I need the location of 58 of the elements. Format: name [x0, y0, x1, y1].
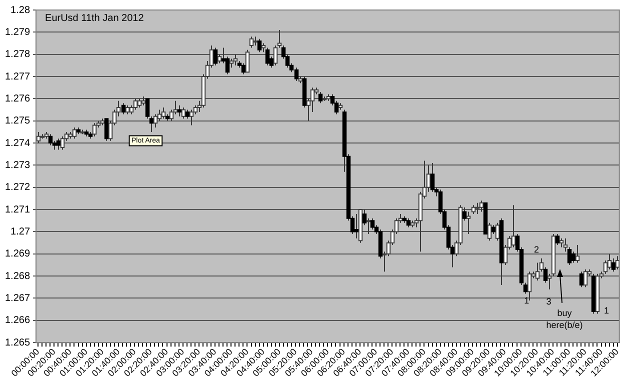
y-tick-label: 1.265: [4, 337, 30, 348]
candlestick: [213, 47, 218, 66]
candlestick: [366, 218, 371, 234]
candlestick: [370, 218, 375, 230]
annotation: 1: [604, 305, 610, 316]
candlestick: [177, 104, 182, 117]
candlestick: [611, 258, 616, 272]
y-tick-label: 1.274: [4, 138, 30, 149]
candlestick: [479, 200, 484, 212]
y-tick-label: 1.28: [10, 4, 30, 16]
y-tick-label: 1.277: [4, 71, 30, 82]
y-tick-label: 1.269: [4, 248, 30, 260]
candlestick: [265, 47, 270, 66]
candlestick: [153, 114, 158, 128]
candlestick: [475, 202, 480, 214]
candlestick: [133, 98, 138, 110]
candlestick: [583, 268, 588, 288]
y-tick-label: 1.279: [4, 26, 30, 38]
candlestick: [579, 271, 584, 288]
candlestick: [511, 204, 516, 248]
candlestick: [249, 36, 254, 48]
y-tick-label: 1.278: [4, 49, 30, 60]
annotation: 2: [534, 244, 540, 255]
candlestick: [487, 222, 492, 242]
candlestick: [245, 49, 250, 73]
y-tick-label: 1.273: [4, 160, 30, 171]
candlestick: [72, 127, 77, 140]
candlestick: [233, 54, 238, 66]
candlestick: [495, 222, 500, 242]
annotation: 3: [546, 296, 552, 306]
candlestick: [48, 134, 53, 146]
candlestick: [189, 109, 194, 126]
candlestick: [430, 162, 435, 192]
annotation: 1: [524, 296, 530, 306]
candlestick: [354, 213, 359, 239]
candlestick: [527, 271, 532, 301]
annotation: buy here(b/e): [546, 308, 583, 330]
y-tick-label: 1.267: [4, 292, 30, 304]
y-tick-label: 1.271: [4, 204, 30, 216]
y-tick-label: 1.275: [4, 116, 30, 127]
candlestick: [161, 107, 166, 120]
candlestick: [466, 211, 471, 234]
candlestick: [257, 38, 262, 53]
candlestick: [181, 107, 186, 120]
candlestick: [607, 253, 612, 270]
y-tick-label: 1.268: [4, 270, 30, 282]
y-tick-label: 1.266: [4, 315, 30, 326]
y-tick-label: 1.276: [4, 93, 30, 104]
candlestick: [104, 118, 109, 142]
y-tick-label: 1.272: [4, 182, 30, 194]
candlestick: [575, 244, 580, 264]
candlestick: [318, 92, 323, 104]
candlestick: [535, 262, 540, 282]
y-tick-label: 1.27: [10, 226, 30, 238]
candlestick: [92, 122, 97, 137]
candlestick: [56, 138, 61, 150]
chart-title: EurUsd 11th Jan 2012: [45, 12, 144, 24]
candlestick: [60, 136, 65, 150]
